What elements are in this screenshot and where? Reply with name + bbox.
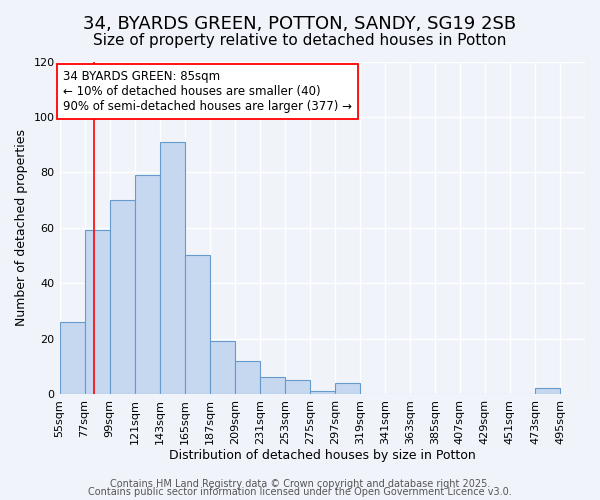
Bar xyxy=(335,383,360,394)
Bar xyxy=(260,378,285,394)
Bar xyxy=(160,142,185,394)
Bar xyxy=(59,322,85,394)
Text: 34, BYARDS GREEN, POTTON, SANDY, SG19 2SB: 34, BYARDS GREEN, POTTON, SANDY, SG19 2S… xyxy=(83,15,517,33)
Bar xyxy=(185,256,209,394)
Bar xyxy=(285,380,310,394)
Text: 34 BYARDS GREEN: 85sqm
← 10% of detached houses are smaller (40)
90% of semi-det: 34 BYARDS GREEN: 85sqm ← 10% of detached… xyxy=(63,70,352,113)
Text: Size of property relative to detached houses in Potton: Size of property relative to detached ho… xyxy=(94,32,506,48)
Bar xyxy=(110,200,134,394)
Y-axis label: Number of detached properties: Number of detached properties xyxy=(15,129,28,326)
X-axis label: Distribution of detached houses by size in Potton: Distribution of detached houses by size … xyxy=(169,450,476,462)
Bar xyxy=(85,230,110,394)
Bar xyxy=(535,388,560,394)
Bar xyxy=(134,175,160,394)
Text: Contains HM Land Registry data © Crown copyright and database right 2025.: Contains HM Land Registry data © Crown c… xyxy=(110,479,490,489)
Text: Contains public sector information licensed under the Open Government Licence v3: Contains public sector information licen… xyxy=(88,487,512,497)
Bar xyxy=(310,391,335,394)
Bar xyxy=(235,360,260,394)
Bar xyxy=(209,342,235,394)
